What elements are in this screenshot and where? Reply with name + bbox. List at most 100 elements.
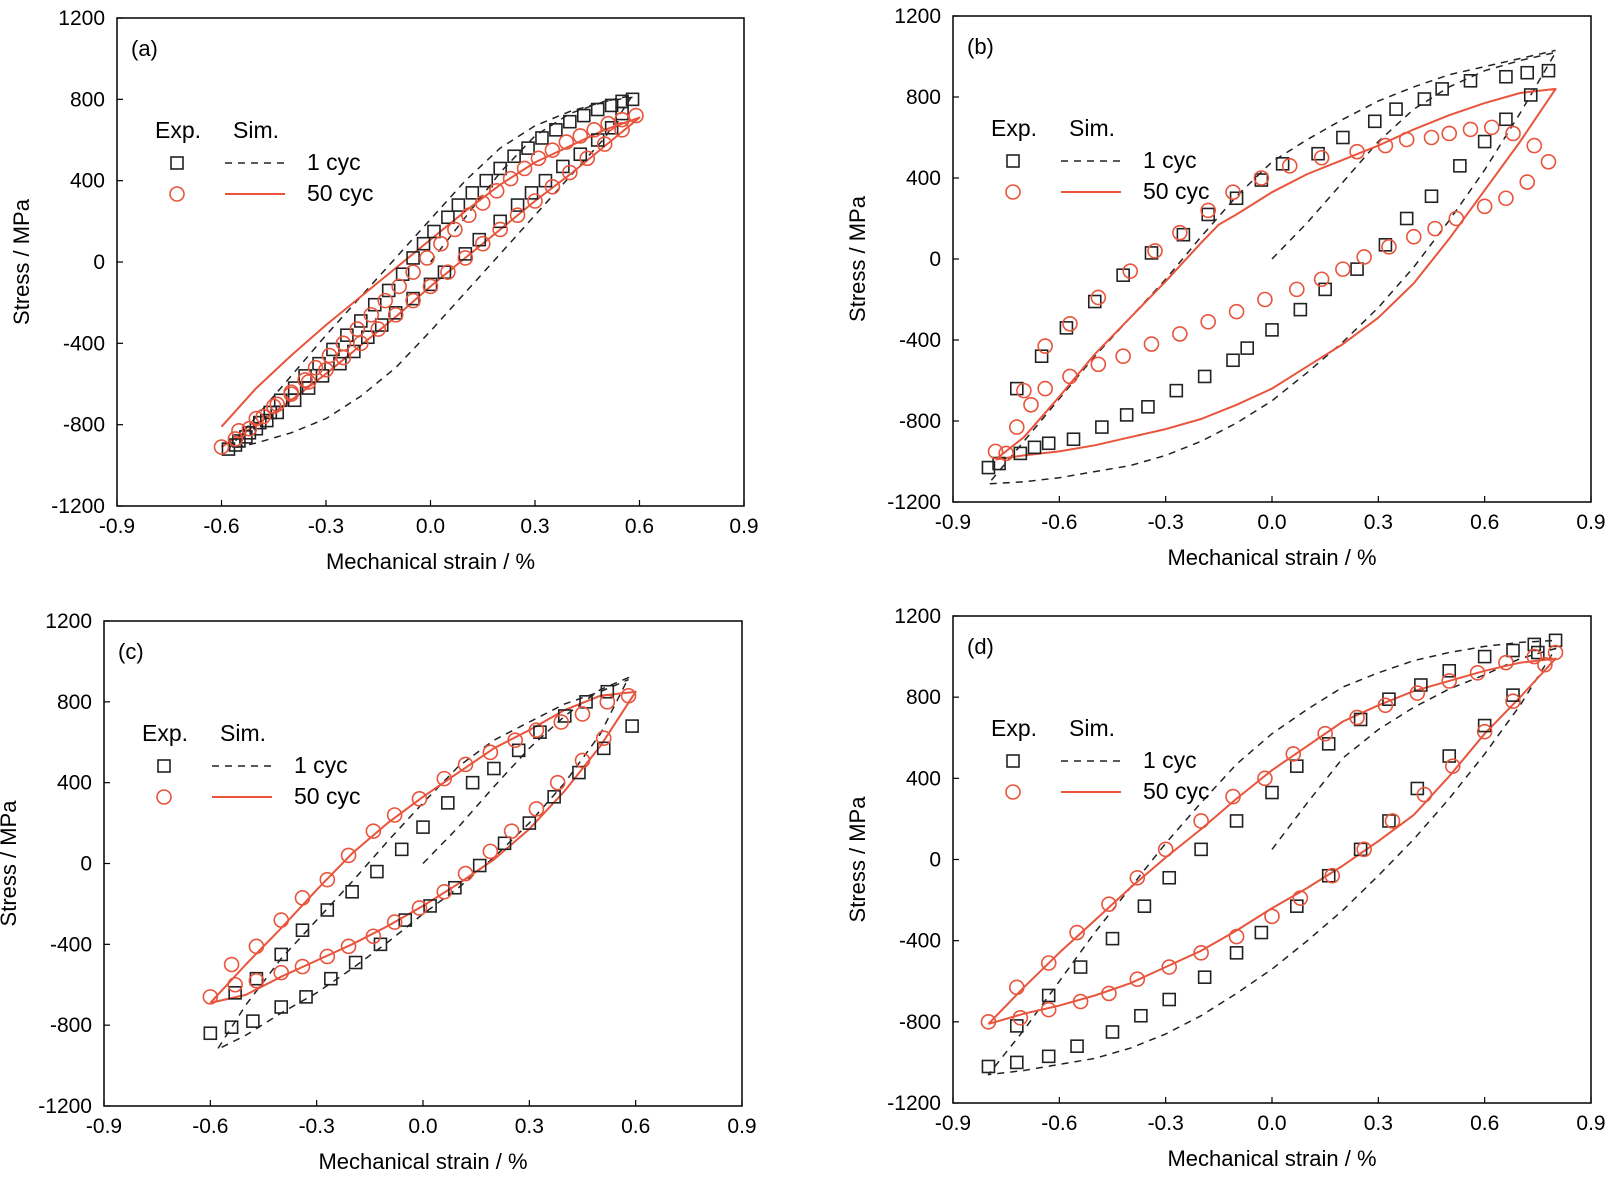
panel-c: -0.9 -0.6 -0.3 0.0 0.3 0.6 0.9 1200 800 400 0 -400 -… [0, 610, 757, 1174]
exp-50cyc-point [1225, 788, 1241, 805]
exp-50cyc-point [335, 349, 352, 366]
x-tick-label: -0.6 [203, 515, 239, 538]
exp-1cyc-point [487, 761, 501, 776]
exp-1cyc-point [1290, 899, 1304, 913]
exp-1cyc-point [533, 725, 547, 739]
exp-50cyc-point [1409, 685, 1426, 701]
exp-1cyc-point [465, 186, 480, 200]
exp-1cyc-point [324, 971, 338, 986]
exp-50cyc-point [411, 900, 428, 916]
exp-50cyc-point [269, 396, 286, 413]
exp-50cyc-point [248, 972, 265, 989]
y-tick-label: -400 [899, 329, 941, 352]
exp-1cyc-point [228, 438, 243, 452]
legend-entry-1cyc: 1 cyc [1143, 147, 1197, 173]
x-tick-label: -0.3 [1148, 1112, 1184, 1135]
exp-50cyc-point [596, 136, 613, 152]
y-tick-label: 1200 [45, 610, 92, 633]
exp-50cyc-point [507, 732, 523, 749]
exp-1cyc-point [549, 123, 563, 137]
legend-entry-1cyc: 1 cyc [294, 752, 348, 778]
exp-1cyc-point [441, 210, 455, 225]
x-tick-label: 0.0 [416, 515, 445, 538]
exp-50cyc-point [419, 250, 435, 266]
exp-50cyc-point [1384, 813, 1401, 829]
exp-50cyc-point [1285, 746, 1302, 762]
y-tick-label: 1200 [894, 605, 941, 628]
legend-header-sim: Sim. [1069, 115, 1115, 141]
exp-50cyc-point [422, 278, 439, 295]
exp-50cyc-point [405, 292, 421, 309]
exp-50cyc-point [614, 122, 630, 138]
exp-1cyc-point [1477, 649, 1492, 664]
exp-1cyc-point [249, 421, 264, 436]
exp-1cyc-point [1527, 637, 1542, 652]
x-tick-label: -0.9 [86, 1115, 122, 1138]
exp-1cyc-point [221, 442, 236, 456]
exp-50cyc-point [294, 890, 311, 906]
exp-1cyc-point [981, 460, 996, 475]
exp-50cyc-point [998, 445, 1014, 462]
exp-1cyc-point [600, 684, 615, 699]
y-tick-label: 800 [906, 686, 941, 709]
y-tick-label: -400 [899, 930, 941, 953]
exp-50cyc-point [1008, 419, 1025, 435]
x-tick-label: -0.6 [1041, 1112, 1077, 1135]
x-tick-label: 0.3 [515, 1115, 544, 1138]
exp-50cyc-point [1526, 137, 1543, 154]
y-tick-label: -800 [899, 410, 941, 433]
exp-50cyc-point [1377, 697, 1394, 714]
exp-50cyc-point [1526, 648, 1543, 665]
exp-50cyc-point [265, 398, 282, 415]
exp-50cyc-point [1469, 665, 1486, 681]
exp-50cyc-point [1519, 174, 1535, 190]
exp-50cyc-point [528, 801, 545, 817]
legend-entry-50cyc: 50 cyc [1143, 778, 1209, 804]
x-tick-label: 0.3 [1364, 511, 1393, 534]
legend-header-exp: Exp. [991, 115, 1037, 141]
exp-1cyc-point [416, 820, 430, 834]
exp-1cyc-point [1229, 814, 1244, 828]
exp-1cyc-point [1070, 1039, 1084, 1053]
exp-50cyc-point [1129, 869, 1146, 886]
exp-1cyc-point [497, 836, 512, 851]
y-tick-label: 0 [93, 251, 105, 274]
exp-1cyc-point [295, 923, 310, 937]
exp-50cyc-point [527, 193, 543, 209]
exp-50cyc-point [1161, 959, 1178, 975]
x-axis-label: Mechanical strain / % [326, 549, 535, 574]
exp-50cyc-point [283, 386, 299, 402]
exp-50cyc-point [474, 235, 491, 252]
x-tick-label: 0.9 [727, 1115, 756, 1138]
exp-50cyc-point [1062, 368, 1078, 385]
exp-1cyc-point [1265, 785, 1279, 800]
x-axis-label: Mechanical strain / % [318, 1149, 527, 1174]
exp-50cyc-point [1427, 220, 1443, 237]
exp-50cyc-point [492, 221, 508, 238]
x-axis-label: Mechanical strain / % [1167, 1146, 1376, 1171]
exp-1cyc-point [394, 842, 409, 857]
sim-50cyc-line [209, 690, 637, 1004]
exp-50cyc-point [1292, 890, 1309, 906]
exp-50cyc-point [1172, 224, 1188, 241]
exp-1cyc-point [472, 858, 487, 873]
exp-50cyc-point [1016, 382, 1032, 399]
exp-50cyc-point [340, 938, 357, 955]
exp-1cyc-point [1350, 262, 1364, 276]
exp-1cyc-point [1399, 211, 1414, 226]
exp-50cyc-point [502, 170, 519, 187]
exp-1cyc-point [320, 903, 335, 917]
exp-50cyc-point [1101, 896, 1117, 912]
exp-1cyc-point [1506, 688, 1520, 702]
exp-50cyc-point [391, 278, 407, 295]
exp-50cyc-point [1037, 380, 1053, 397]
exp-50cyc-point [386, 807, 403, 823]
exp-50cyc-point [1444, 758, 1461, 774]
exp-50cyc-point [436, 883, 453, 900]
exp-1cyc-point [1254, 925, 1269, 940]
y-tick-label: 400 [57, 772, 92, 795]
exp-50cyc-point [1476, 198, 1493, 215]
exp-1cyc-point [563, 114, 577, 129]
y-tick-label: -800 [899, 1011, 941, 1034]
x-tick-label: -0.9 [935, 1112, 971, 1135]
